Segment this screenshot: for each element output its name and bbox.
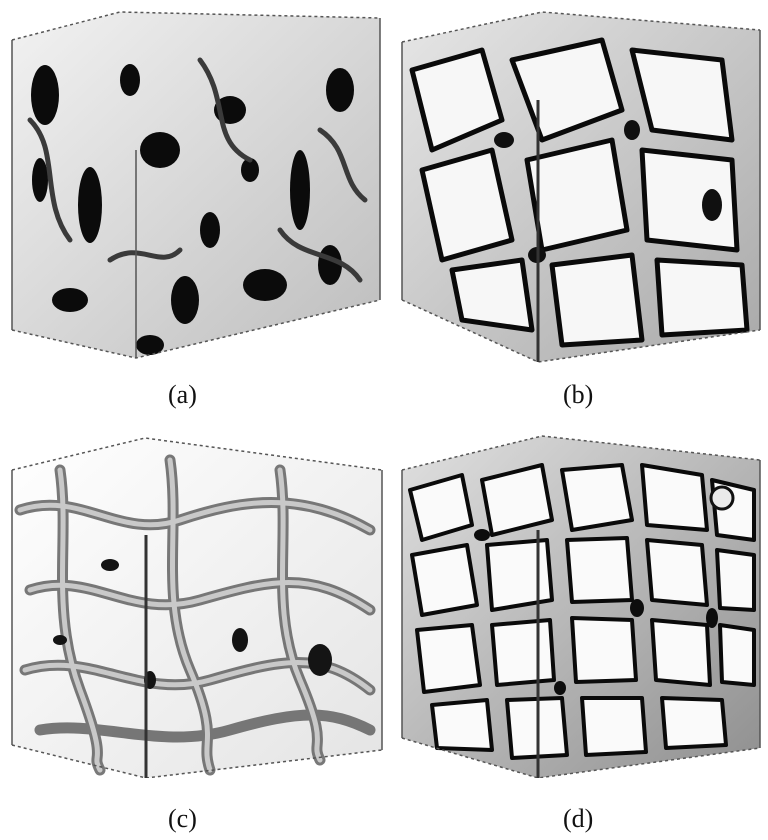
caption-a: (a) <box>168 380 197 409</box>
caption-d: (d) <box>563 804 594 833</box>
caption-c: (c) <box>168 804 197 833</box>
caption-b: (b) <box>563 380 594 409</box>
panel-d-graphic <box>401 435 761 778</box>
panel-d-isosurface-cube <box>392 430 768 778</box>
panel-c-isosurface-cube <box>0 430 392 778</box>
panel-c-graphic <box>11 437 383 778</box>
panel-a-isosurface-cube <box>0 0 392 368</box>
panel-a-graphic <box>11 11 381 359</box>
panel-b-graphic <box>401 11 761 363</box>
panel-b-isosurface-cube <box>392 0 768 368</box>
